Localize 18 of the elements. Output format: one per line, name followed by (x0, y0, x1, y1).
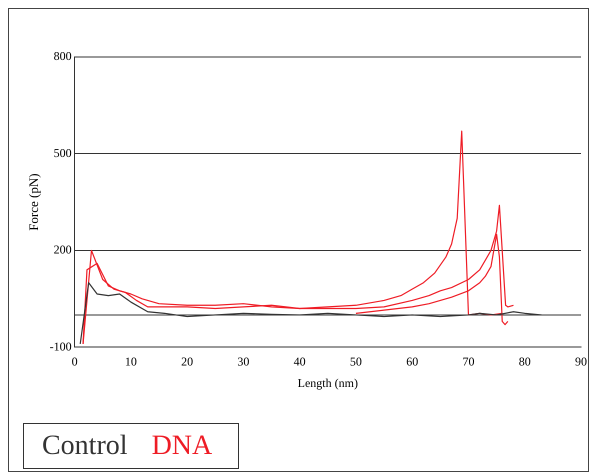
y-tick-label: 800 (54, 49, 72, 64)
x-tick-label: 30 (237, 354, 250, 369)
text: Control (42, 429, 128, 463)
x-tick-label: 10 (124, 354, 137, 369)
y-tick-label: 200 (54, 242, 72, 257)
x-axis-title: Length (nm) (298, 376, 358, 390)
x-tick-label: 40 (294, 354, 306, 369)
text: DNA (152, 429, 212, 463)
y-tick-label: 500 (54, 146, 72, 160)
x-tick-label: 90 (575, 354, 587, 369)
y-axis-title: Force (pN) (26, 173, 42, 231)
x-tick-label: 50 (350, 354, 362, 369)
x-tick-label: 80 (518, 354, 531, 369)
x-tick-label: 20 (181, 354, 194, 369)
y-tick-label: -100 (50, 339, 72, 354)
x-tick-label: 0 (72, 354, 78, 369)
x-tick-label: 70 (462, 354, 474, 369)
x-tick-label: 60 (406, 354, 418, 369)
